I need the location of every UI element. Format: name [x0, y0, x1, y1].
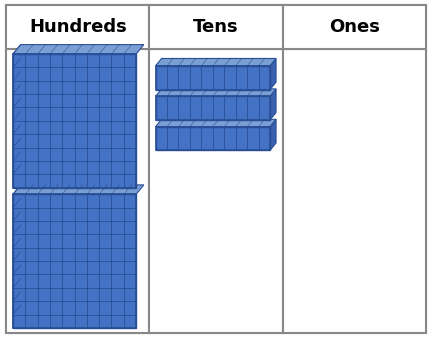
Bar: [6, 5, 149, 49]
Bar: [283, 5, 426, 49]
Bar: [156, 96, 270, 120]
Bar: [13, 54, 136, 188]
Bar: [156, 96, 270, 120]
Bar: [283, 49, 426, 333]
Polygon shape: [270, 89, 276, 120]
Text: Hundreds: Hundreds: [29, 18, 127, 36]
Bar: [156, 127, 270, 150]
Text: Tens: Tens: [193, 18, 239, 36]
Polygon shape: [156, 58, 276, 66]
Bar: [149, 49, 283, 333]
Polygon shape: [13, 45, 144, 54]
Bar: [149, 5, 283, 49]
Polygon shape: [270, 119, 276, 150]
Bar: [13, 194, 136, 328]
Polygon shape: [13, 185, 21, 328]
Bar: [6, 49, 149, 333]
Polygon shape: [156, 89, 276, 96]
Polygon shape: [13, 185, 144, 194]
Polygon shape: [156, 119, 276, 127]
Bar: [156, 66, 270, 90]
Bar: [156, 127, 270, 150]
Bar: [13, 194, 136, 328]
Text: Ones: Ones: [329, 18, 380, 36]
Bar: [13, 54, 136, 188]
Polygon shape: [270, 58, 276, 90]
Polygon shape: [13, 45, 21, 188]
Bar: [156, 66, 270, 90]
